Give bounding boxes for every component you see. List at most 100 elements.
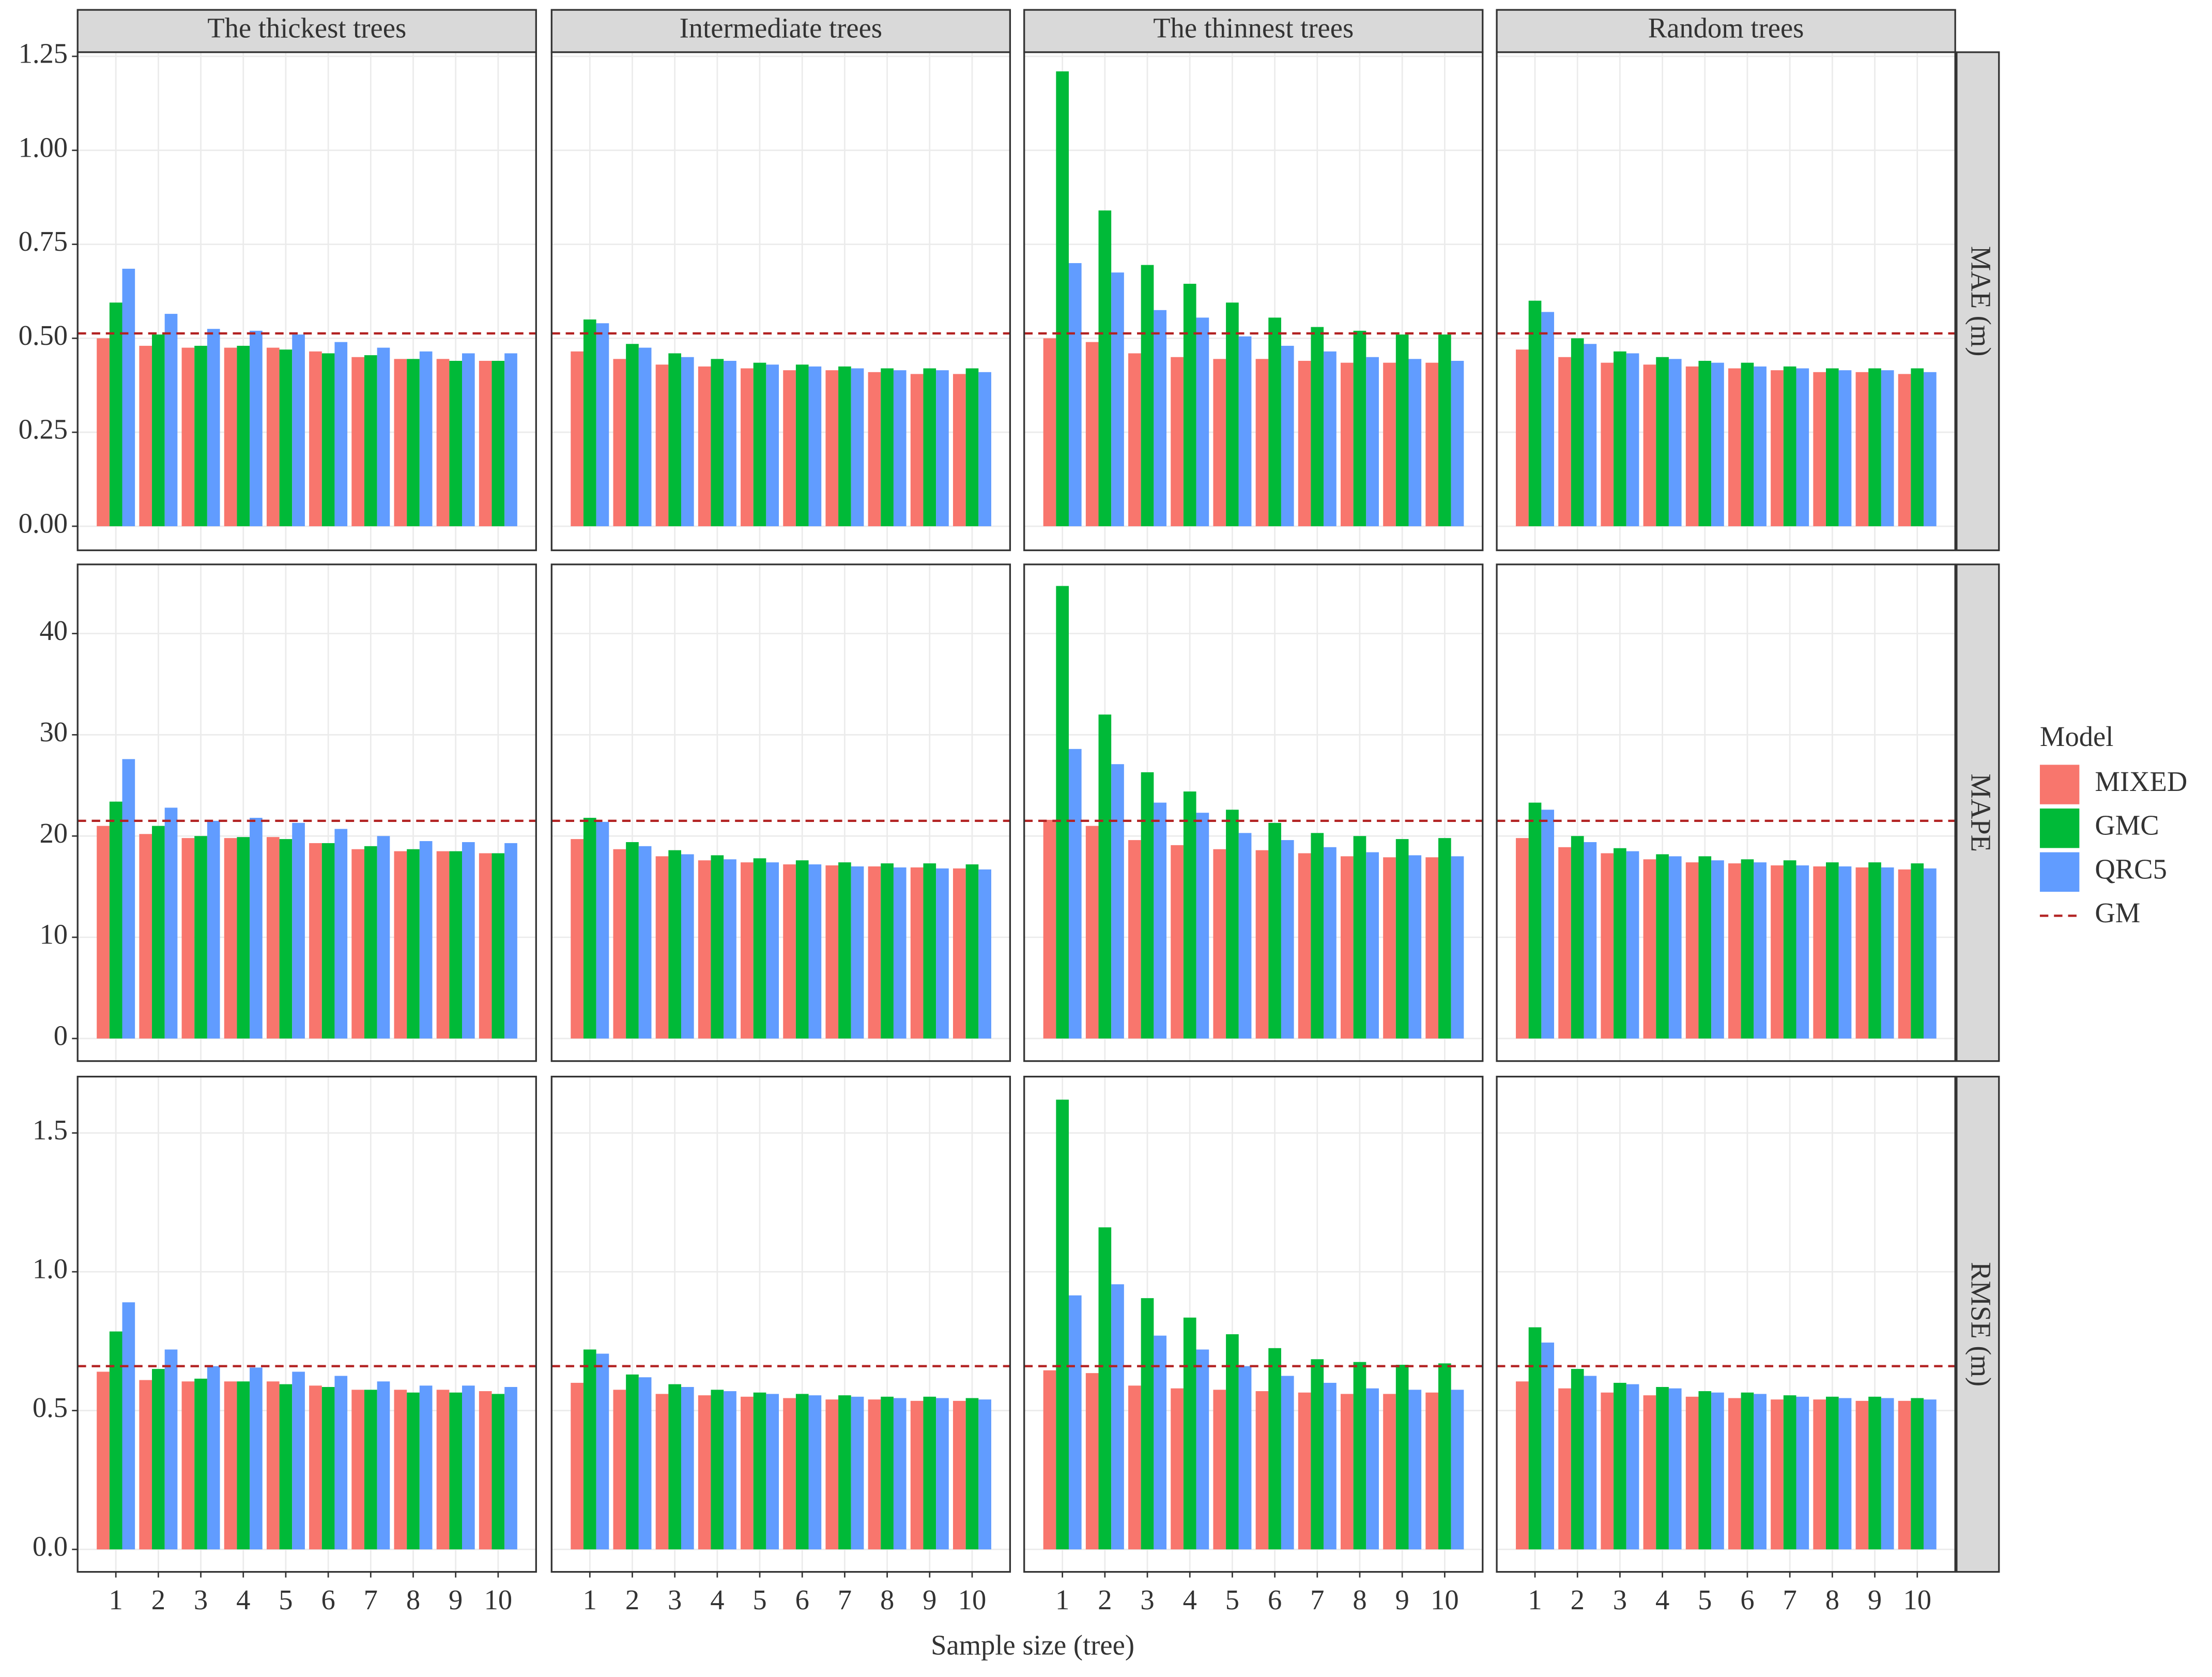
bar [596,821,609,1039]
bar [1085,342,1099,526]
bar [1451,1390,1464,1550]
bar [626,344,639,526]
bar [321,353,335,526]
panel [76,51,537,552]
bar [1298,853,1311,1039]
x-tick-label: 4 [236,1584,250,1615]
bar [250,1367,263,1550]
bar [1711,362,1724,526]
bar [1183,283,1196,526]
bar [571,351,583,526]
bar [1425,1392,1439,1550]
bar [479,1391,492,1550]
bar [1098,714,1112,1039]
bar [1213,849,1226,1039]
bar [1643,364,1656,526]
bar [655,1394,669,1550]
bar [1558,1388,1571,1550]
bar [1238,1366,1252,1550]
bar [504,843,517,1039]
panel [1496,1075,1956,1573]
x-tick-label: 2 [1098,1584,1112,1615]
row-label: MAE (m) [1965,246,1996,357]
bar [766,862,779,1039]
x-tick-label: 1 [109,1584,123,1615]
bar [1783,860,1796,1039]
strip [1956,1075,2000,1573]
bar [152,826,165,1039]
x-axis-label: Sample size (tree) [931,1629,1134,1661]
bar [1238,336,1252,526]
x-tick-label: 2 [1571,1584,1585,1615]
bar [122,268,135,526]
x-tick-label: 1 [1055,1584,1069,1615]
x-tick-label: 9 [1395,1584,1409,1615]
bar [377,836,390,1039]
x-tick-label: 8 [1825,1584,1839,1615]
bar [965,864,979,1039]
bar [668,353,681,526]
bar [783,1398,796,1550]
x-tick-label: 8 [880,1584,894,1615]
bar [825,370,839,526]
bar [1111,764,1124,1039]
bar [1813,866,1826,1039]
bar [1868,368,1881,526]
bar [936,868,949,1039]
bar [1711,860,1724,1039]
bar [825,1399,839,1550]
bar [1154,310,1167,526]
bar [1881,867,1894,1039]
bar [1741,859,1754,1039]
bar [753,1392,766,1550]
bar [139,834,152,1039]
bar [436,851,450,1039]
bar [1383,1394,1396,1550]
bar [1626,851,1639,1039]
bar [881,1396,894,1550]
bar [436,359,450,526]
bar [1366,852,1379,1039]
bar [181,1381,195,1550]
bar [377,347,390,526]
bar [1128,353,1141,526]
bar [237,1381,250,1550]
bar [1601,1392,1614,1550]
bar [1141,1298,1154,1550]
bar [1128,1385,1141,1550]
bar [292,1371,305,1550]
bar [766,1394,779,1550]
bar [1353,836,1366,1039]
bar [851,866,864,1039]
x-tick-label: 3 [668,1584,682,1615]
bar [1855,372,1869,526]
bar [194,345,207,526]
bar [1754,366,1766,526]
bar [407,1392,420,1550]
bar [1685,862,1699,1039]
panel-border [550,563,1011,1062]
bar [407,849,420,1039]
y-tick-label: 20 [40,817,68,849]
panel [1023,51,1484,552]
bar [1255,1391,1269,1550]
bar [462,1385,475,1550]
x-tick-label: 4 [1183,1584,1197,1615]
bar [1911,1398,1924,1550]
bar [910,374,924,526]
bar [698,860,711,1039]
bar [1238,833,1252,1039]
bar [698,366,711,526]
bar [1571,836,1584,1039]
x-tick-label: 9 [449,1584,463,1615]
bar [753,362,766,526]
bar [1451,856,1464,1039]
panel [1023,563,1484,1062]
bar [1111,272,1124,526]
bar [881,863,894,1039]
bar [292,334,305,526]
bar [613,1390,626,1550]
bar [1783,1395,1796,1550]
x-tick-label: 7 [838,1584,852,1615]
bar [1516,838,1529,1039]
